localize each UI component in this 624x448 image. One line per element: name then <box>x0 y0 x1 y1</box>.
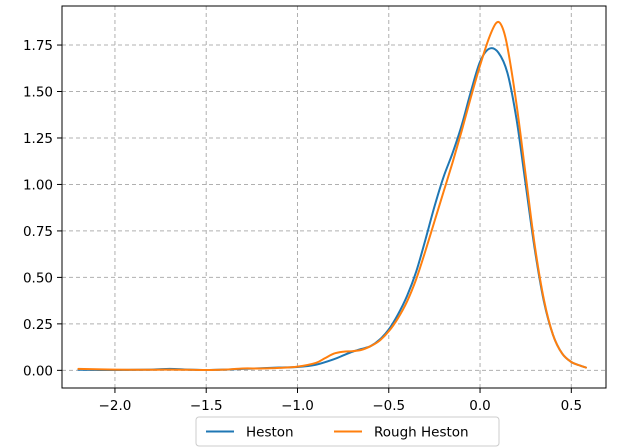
plot-background <box>62 6 606 388</box>
y-tick-label: 0.25 <box>23 317 53 333</box>
x-tick-label: 0.5 <box>561 398 582 414</box>
x-tick-label: −0.5 <box>372 398 405 414</box>
x-tick-label: −1.0 <box>281 398 314 414</box>
series-lines <box>77 20 587 371</box>
y-tick-label: 0.00 <box>23 363 53 379</box>
x-tick-label: −1.5 <box>190 398 223 414</box>
y-tick-label: 1.25 <box>23 131 53 147</box>
y-tick-label: 0.75 <box>23 224 53 240</box>
grid <box>62 6 606 388</box>
y-tick-label: 1.75 <box>23 38 53 54</box>
x-tick-label: −2.0 <box>99 398 132 414</box>
plot-frame <box>61 5 607 389</box>
legend-label-heston: Heston <box>246 425 294 441</box>
y-tick-label: 0.50 <box>23 270 53 286</box>
y-tick-label: 1.50 <box>23 85 53 101</box>
legend-label-rough-heston: Rough Heston <box>374 425 469 441</box>
axes: −2.0 −1.5 −1.0 −0.5 0.0 0.5 0.00 0.25 0.50 0.75 1.… <box>23 38 582 414</box>
y-tick-label: 1.00 <box>23 177 53 193</box>
x-tick-label: 0.0 <box>469 398 490 414</box>
legend: Heston Rough Heston <box>195 416 500 447</box>
series-line-rough-heston <box>77 20 587 371</box>
